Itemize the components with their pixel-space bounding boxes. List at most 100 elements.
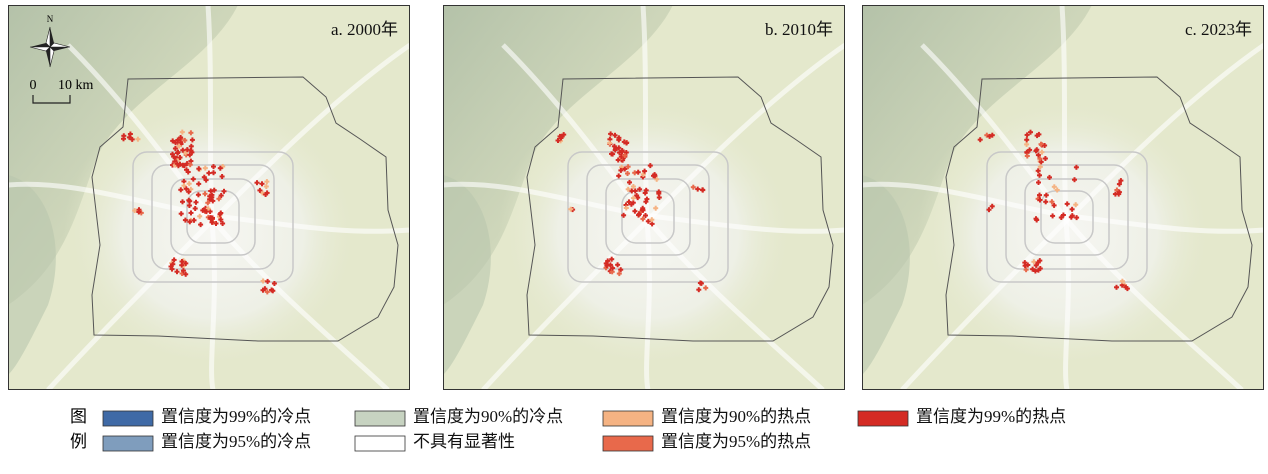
hotspot-cell: [610, 151, 613, 157]
hotspot-cell: [1044, 156, 1047, 161]
hotspot-cell: [181, 199, 184, 205]
hotspot-cell: [632, 184, 635, 189]
hotspot-cell: [622, 212, 625, 218]
hotspot-cell: [619, 167, 622, 173]
hotspot-cell: [223, 188, 225, 194]
hotspot-cell: [635, 193, 638, 198]
hotspot-cell: [633, 170, 636, 176]
hotspot-cell: [212, 164, 215, 170]
hotspot-cell: [621, 157, 624, 163]
hotspot-cell: [179, 155, 181, 160]
hotspot-cell: [184, 217, 187, 223]
hotspot-cell: [1053, 202, 1056, 208]
hotspot-cell: [1039, 164, 1042, 170]
ring-road: [132, 151, 294, 283]
hotspot-cell: [219, 165, 222, 171]
terrain-hills: [8, 175, 56, 375]
hotspot-cell: [609, 262, 612, 268]
hotspot-cell: [626, 171, 629, 176]
hotspot-cell: [608, 140, 611, 146]
legend-swatch: [602, 435, 654, 452]
hotspot-cell: [1035, 148, 1037, 154]
hotspot-cell: [219, 217, 222, 223]
hotspot-cell: [697, 287, 700, 293]
hotspot-cell: [122, 133, 125, 139]
hotspot-cell: [177, 163, 180, 169]
hotspot-cell: [1032, 259, 1035, 265]
hotspot-cell: [1118, 189, 1121, 195]
legend-swatch: [857, 410, 909, 427]
hotspot-cell: [1066, 201, 1069, 207]
hotspot-cell: [133, 208, 136, 214]
hotspot-cell: [122, 136, 125, 142]
hotspot-cell: [617, 145, 620, 151]
hotspot-cell: [1062, 212, 1065, 218]
hotspot-cell: [221, 174, 224, 179]
hotspot-cell: [1025, 137, 1028, 143]
hotspot-cell: [1031, 266, 1034, 272]
hotspot-cell: [189, 130, 192, 136]
ring-road: [605, 178, 691, 256]
hotspot-cell: [193, 217, 195, 223]
hotspot-cell: [619, 267, 622, 273]
hotspot-cell: [181, 271, 184, 276]
hotspot-cell: [1040, 149, 1043, 155]
hotspot-cell: [630, 201, 633, 207]
hotspot-cell: [991, 132, 994, 138]
hotspot-cell: [647, 218, 650, 224]
hotspot-cell: [171, 266, 173, 272]
hotspot-cell: [197, 166, 200, 172]
hotspot-cell: [991, 203, 994, 209]
hotspot-cell: [625, 140, 628, 146]
hotspot-cell: [180, 211, 183, 217]
hotspot-cell: [1051, 213, 1054, 219]
hotspot-cell: [606, 258, 609, 264]
hotspot-cell: [628, 179, 631, 185]
panel-title: a. 2000年: [331, 20, 398, 39]
hotspot-cell: [632, 200, 635, 206]
hotspot-cell: [623, 139, 626, 145]
hotspot-cell: [188, 219, 191, 225]
hotspot-cell: [192, 176, 195, 182]
hotspot-cell: [261, 181, 263, 187]
hotspot-cell: [258, 187, 261, 193]
hotspot-cell: [1074, 202, 1077, 208]
hotspot-cell: [1025, 267, 1028, 273]
hotspot-cell: [1037, 196, 1040, 202]
map-panel: a. 2000年 N 0 10 km: [7, 4, 412, 392]
hotspot-cell: [171, 162, 174, 168]
hotspot-cell: [1071, 206, 1074, 212]
hotspot-cell: [256, 180, 258, 186]
study-boundary: [526, 76, 834, 342]
hotspot-cell: [644, 190, 647, 196]
hotspot-cell: [1040, 141, 1042, 147]
hotspot-cell: [266, 190, 269, 196]
hotspot-cell: [988, 133, 991, 139]
hotspot-cell: [605, 260, 608, 266]
hotspot-cell: [174, 146, 177, 151]
hotspot-cell: [170, 264, 172, 269]
hotspot-cell: [1038, 172, 1041, 178]
hotspot-cell: [610, 256, 613, 262]
hotspot-cell: [172, 154, 175, 160]
hotspot-cell: [1056, 187, 1059, 193]
study-boundary: [945, 76, 1253, 342]
hotspot-cell: [1115, 187, 1118, 193]
hotspot-cell: [207, 170, 210, 176]
hotspot-cell: [1119, 178, 1122, 184]
hotspot-cell: [261, 190, 264, 196]
legend-swatch: [354, 410, 406, 427]
hotspot-cell: [206, 200, 209, 206]
hotspot-cell: [625, 205, 628, 211]
panel-frame: [862, 5, 1264, 390]
hotspot-cell: [178, 143, 181, 149]
panel-title: b. 2010年: [765, 20, 833, 39]
hotspot-cell: [1038, 156, 1041, 162]
hotspot-cell: [1026, 262, 1029, 268]
hotspot-cell: [195, 199, 197, 205]
hotspot-cell: [197, 181, 200, 187]
hotspot-cell: [176, 269, 178, 275]
hotspot-cell: [641, 205, 644, 211]
hotspot-cell: [692, 184, 695, 190]
